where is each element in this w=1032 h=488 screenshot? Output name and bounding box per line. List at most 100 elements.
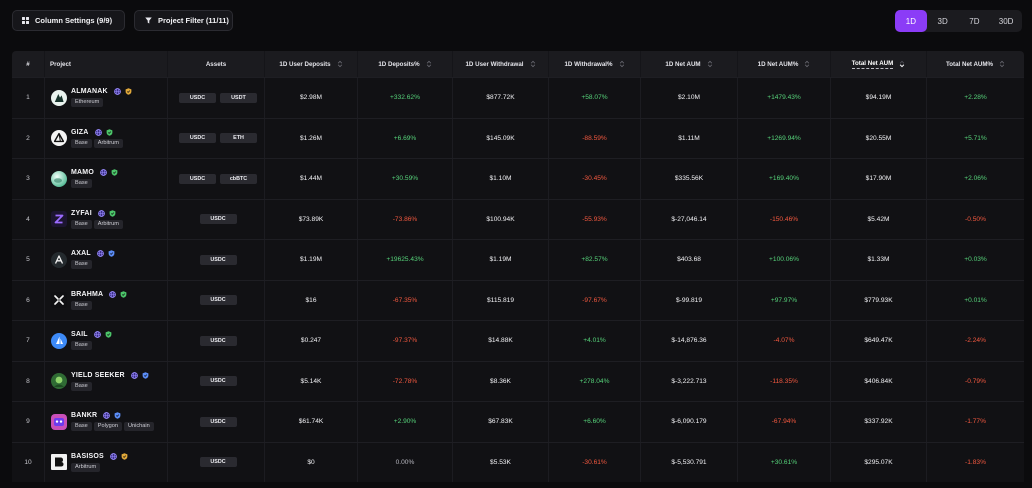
sort-icon[interactable] (426, 60, 432, 68)
table-row[interactable]: 4 ZYFAI Base Arbitrum USDC $73.89K -73.86% $100… (12, 198, 1024, 239)
project-name[interactable]: MAMO (71, 169, 94, 177)
project-filter-button[interactable]: Project Filter (11/11) (134, 10, 233, 31)
table-row[interactable]: 6 BRAHMA Base USDC $16 -67.35% $115.819 -97.67%… (12, 279, 1024, 320)
deposits-pct-cell: -67.35% (357, 280, 452, 320)
project-cell[interactable]: YIELD SEEKER Base (44, 361, 167, 401)
sort-icon[interactable] (337, 60, 343, 68)
header-net-aum-pct[interactable]: 1D Net AUM% (737, 51, 830, 77)
project-cell[interactable]: BASISOS Arbitrum (44, 442, 167, 482)
sort-icon[interactable] (530, 60, 536, 68)
rank-cell: 2 (12, 119, 44, 159)
total-aum-pct-cell: -1.77% (926, 402, 1024, 442)
net-aum-pct-value: +97.97% (770, 296, 798, 304)
rank-cell: 3 (12, 159, 44, 199)
table-row[interactable]: 9 BANKR Base Polygon Unichain USDC $61.74K +2.9… (12, 401, 1024, 442)
withdrawal-pct-cell: -30.45% (548, 159, 640, 199)
table-row[interactable]: 10 BASISOS Arbitrum USDC $0 0.00% $5.53K -30.61… (12, 441, 1024, 482)
header-label-withdrawal-pct: 1D Withdrawal% (564, 60, 613, 68)
project-name[interactable]: ALMANAK (71, 88, 108, 96)
project-name[interactable]: BASISOS (71, 452, 104, 460)
project-cell[interactable]: ALMANAK Ethereum (44, 78, 167, 118)
net-aum-cell: $-3,222.713 (640, 361, 737, 401)
shield-icon (108, 250, 115, 257)
net-aum-pct-value: -67.94% (771, 418, 797, 426)
chain-tags: Base (71, 381, 149, 391)
project-info: YIELD SEEKER Base (71, 372, 149, 391)
asset-pill: USDC (179, 173, 216, 184)
project-name[interactable]: GIZA (71, 128, 89, 136)
header-total-net-aum[interactable]: Total Net AUM (830, 51, 926, 77)
net-aum-pct-value: -150.46% (769, 215, 799, 223)
globe-icon (96, 250, 104, 258)
sort-icon[interactable] (707, 60, 713, 68)
total-aum-pct-cell: +5.71% (926, 118, 1024, 158)
table-row[interactable]: 3 MAMO Base USDC cbBTC $1.44M +30.59% $1.10M -30… (12, 158, 1024, 199)
net-aum-value: $2.10M (678, 94, 700, 102)
rank-cell: 5 (12, 240, 44, 280)
withdrawal-pct-value: -30.61% (582, 458, 607, 466)
header-label-assets: Assets (205, 60, 227, 68)
project-cell[interactable]: SAIL Base (44, 321, 167, 361)
table-row[interactable]: 5 AXAL Base USDC $1.19M +19625.43% $1.19M +82.5… (12, 239, 1024, 280)
timeframe-3d[interactable]: 3D (937, 16, 948, 26)
column-settings-button[interactable]: Column Settings (9/9) (12, 10, 125, 31)
withdrawal-pct-value: -88.59% (582, 134, 607, 142)
project-name[interactable]: YIELD SEEKER (71, 371, 125, 379)
project-cell[interactable]: BANKR Base Polygon Unichain (44, 402, 167, 442)
table-row[interactable]: 1 ALMANAK Ethereum USDC USDT $2.98M +332.62% $8… (12, 77, 1024, 118)
project-name[interactable]: BRAHMA (71, 290, 104, 298)
header-total-net-aum-pct[interactable]: Total Net AUM% (926, 51, 1024, 77)
shield-icon (105, 331, 112, 338)
project-cell[interactable]: ZYFAI Base Arbitrum (44, 199, 167, 239)
withdrawal-cell: $5.53K (452, 442, 548, 482)
sort-icon[interactable] (999, 60, 1005, 68)
sail-logo (51, 332, 67, 349)
timeframe-7d[interactable]: 7D (969, 16, 980, 26)
sort-icon[interactable] (619, 60, 625, 68)
timeframe-1d[interactable]: 1D (895, 10, 927, 32)
project-info: BRAHMA Base (71, 291, 127, 310)
deposits-pct-value: +19625.43% (386, 256, 424, 264)
project-name[interactable]: BANKR (71, 412, 98, 420)
project-cell[interactable]: MAMO Base (44, 159, 167, 199)
chain-tags: Base (71, 179, 118, 189)
deposits-value: $73.89K (298, 215, 324, 223)
total-aum-pct-cell: +0.01% (926, 280, 1024, 320)
project-cell[interactable]: BRAHMA Base (44, 280, 167, 320)
table-row[interactable]: 8 YIELD SEEKER Base USDC $5.14K -72.78% $8.36K… (12, 360, 1024, 401)
table-row[interactable]: 2 GIZA Base Arbitrum USDC ETH $1.26M +6.69% $145… (12, 117, 1024, 159)
shield-icon (111, 169, 118, 176)
sort-icon[interactable] (804, 60, 810, 68)
withdrawal-cell: $14.88K (452, 321, 548, 361)
project-cell[interactable]: GIZA Base Arbitrum (44, 118, 167, 158)
net-aum-cell: $-99.819 (640, 280, 737, 320)
projects-table: # Project Assets 1D User Deposits 1D Deposit… (12, 51, 1024, 482)
table-row[interactable]: 7 SAIL Base USDC $0.247 -97.37% $14.88K +4.01% $… (12, 320, 1024, 361)
header-deposits[interactable]: 1D User Deposits (264, 51, 357, 77)
header-withdrawal-pct[interactable]: 1D Withdrawal% (548, 51, 640, 77)
total-aum-cell: $337.92K (830, 402, 926, 442)
total-aum-cell: $649.47K (830, 321, 926, 361)
withdrawal-pct-cell: +82.57% (548, 240, 640, 280)
total-aum-pct-value: +2.06% (964, 175, 987, 183)
sort-desc-icon[interactable] (899, 60, 905, 68)
header-net-aum[interactable]: 1D Net AUM (640, 51, 737, 77)
globe-icon (110, 452, 117, 460)
deposits-value: $16 (305, 296, 317, 304)
timeframe-30d[interactable]: 30D (998, 16, 1014, 26)
project-cell[interactable]: AXAL Base (44, 240, 167, 280)
net-aum-pct-cell: -150.46% (737, 199, 830, 239)
header-withdrawal[interactable]: 1D User Withdrawal (452, 51, 548, 77)
withdrawal-value: $14.88K (488, 337, 513, 345)
total-aum-pct-cell: -0.79% (926, 361, 1024, 401)
net-aum-pct-value: +30.61% (770, 458, 798, 466)
project-name[interactable]: AXAL (71, 250, 91, 258)
deposits-cell: $0 (264, 442, 357, 482)
project-name[interactable]: ZYFAI (71, 209, 92, 217)
header-deposits-pct[interactable]: 1D Deposits% (357, 51, 452, 77)
row-rank: 4 (26, 215, 30, 223)
net-aum-cell: $2.10M (640, 78, 737, 118)
net-aum-cell: $-27,046.14 (640, 199, 737, 239)
deposits-cell: $73.89K (264, 199, 357, 239)
project-name[interactable]: SAIL (71, 331, 88, 339)
